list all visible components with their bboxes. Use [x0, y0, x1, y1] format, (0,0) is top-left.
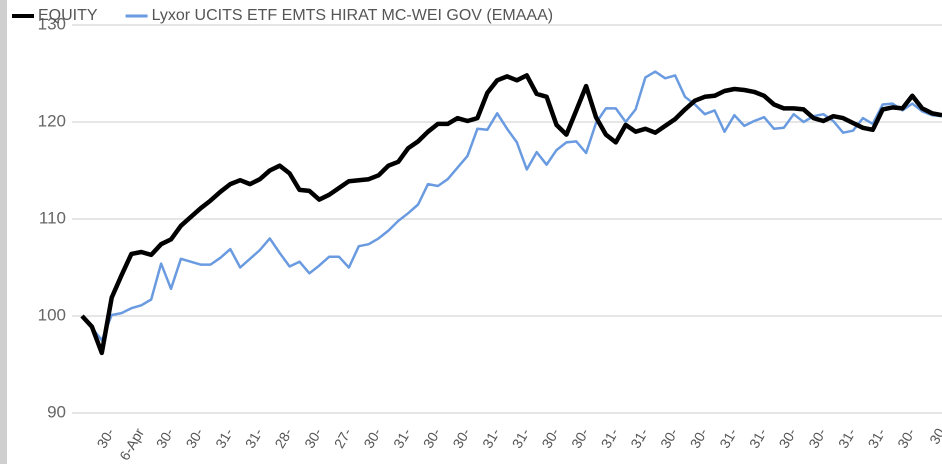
y-tick-label: 120 — [38, 111, 66, 130]
x-tick-label: 31- — [746, 425, 770, 451]
x-tick-label: 31- — [627, 425, 651, 451]
x-tick-label: 31- — [716, 425, 740, 451]
x-tick-label: 31- — [479, 425, 503, 451]
x-tick-label: 30- — [568, 425, 592, 451]
x-tick-label: 31- — [509, 425, 533, 451]
x-tick-label: 30- — [538, 425, 562, 451]
legend-label: EQUITY — [38, 7, 98, 24]
series-line — [81, 70, 942, 342]
x-tick-label: 31- — [242, 425, 266, 451]
x-tick-label: 30- — [687, 425, 711, 451]
x-tick-label: 30- — [153, 425, 177, 451]
x-tick-label: 31- — [835, 425, 859, 451]
x-tick-label: 27- — [331, 425, 355, 451]
x-tick-label: 31- — [865, 425, 889, 451]
y-tick-label: 90 — [47, 402, 66, 421]
x-tick-label: 31- — [390, 425, 414, 451]
x-tick-label: 30- — [93, 425, 117, 451]
y-tick-label: 100 — [38, 305, 66, 324]
x-tick-label: 30- — [894, 425, 918, 451]
y-tick-label: 110 — [39, 208, 66, 227]
x-tick-label: 30 — [926, 425, 942, 447]
x-tick-label: 31- — [598, 425, 622, 451]
series-line — [80, 73, 942, 356]
x-tick-label: 28- — [271, 425, 295, 451]
x-tick-label: 30- — [420, 425, 444, 451]
y-tick-label: 130 — [38, 14, 66, 33]
x-tick-label: 30- — [805, 425, 829, 451]
left-edge — [0, 0, 7, 464]
x-tick-label: 30- — [657, 425, 681, 451]
legend-label: Lyxor UCITS ETF EMTS HIRAT MC-WEI GOV (E… — [152, 7, 554, 24]
x-tick-label: 30- — [182, 425, 206, 451]
x-tick-label: 30- — [449, 425, 473, 451]
x-tick-label: 31- — [212, 425, 236, 451]
x-tick-label: 30- — [776, 425, 800, 451]
x-tick-label: 30- — [301, 425, 325, 451]
x-tick-label: 30- — [360, 425, 384, 451]
x-tick-label: 6-Apr — [116, 425, 147, 463]
